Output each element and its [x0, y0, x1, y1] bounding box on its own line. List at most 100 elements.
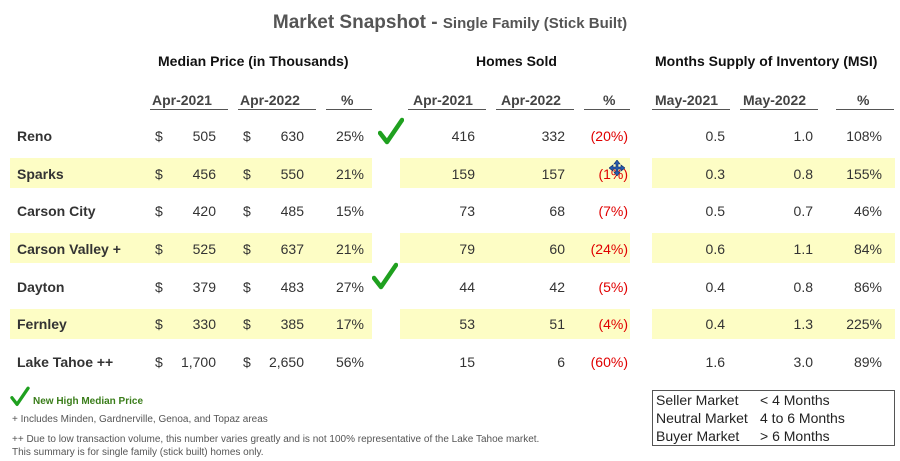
row-band — [400, 233, 630, 263]
sold-pct: (1%) — [598, 166, 628, 182]
note-plus: + Includes Minden, Gardnerville, Genoa, … — [12, 414, 268, 425]
currency-symbol: $ — [243, 354, 251, 370]
row-band — [10, 309, 372, 339]
legend-market-buyer: Buyer Market — [656, 428, 740, 444]
col-msi-pct: % — [857, 92, 870, 108]
market-legend — [652, 390, 895, 446]
city-name: Reno — [17, 128, 52, 144]
legend-range-neutral: 4 to 6 Months — [760, 410, 845, 426]
sold-2021: 73 — [459, 203, 475, 219]
currency-symbol: $ — [243, 203, 251, 219]
median-pct: 25% — [335, 128, 364, 144]
sold-2021: 44 — [459, 279, 475, 295]
sold-2021: 79 — [459, 241, 475, 257]
sold-2022: 60 — [549, 241, 565, 257]
city-name: Dayton — [17, 279, 65, 295]
msi-2022: 1.3 — [793, 316, 813, 332]
msi-2021: 0.6 — [705, 241, 725, 257]
row-band — [652, 233, 895, 263]
currency-symbol: $ — [243, 166, 251, 182]
note-plusplus: ++ Due to low transaction volume, this n… — [12, 434, 540, 445]
msi-pct: 108% — [846, 128, 882, 144]
underline — [326, 109, 372, 110]
msi-pct: 225% — [846, 316, 882, 332]
sold-pct: (60%) — [590, 354, 628, 370]
msi-2021: 0.4 — [705, 316, 725, 332]
sold-2021: 53 — [459, 316, 475, 332]
median-2021: 1,700 — [180, 354, 216, 370]
underline — [238, 109, 316, 110]
sold-2022: 157 — [541, 166, 565, 182]
section-median-price: Median Price (in Thousands) — [158, 53, 349, 69]
row-band — [400, 158, 630, 188]
section-homes-sold: Homes Sold — [476, 53, 557, 69]
currency-symbol: $ — [155, 241, 163, 257]
check-icon — [378, 117, 404, 145]
check-icon — [10, 386, 30, 406]
currency-symbol: $ — [155, 166, 163, 182]
msi-2022: 1.1 — [793, 241, 813, 257]
msi-2021: 0.4 — [705, 279, 725, 295]
median-2022: 485 — [280, 203, 304, 219]
sold-2021: 159 — [451, 166, 475, 182]
row-band — [10, 233, 372, 263]
msi-2022: 3.0 — [793, 354, 813, 370]
title-subtitle: Single Family (Stick Built) — [442, 15, 628, 32]
msi-pct: 46% — [853, 203, 882, 219]
sold-2022: 68 — [549, 203, 565, 219]
col-msi-2022: May-2022 — [743, 92, 807, 108]
msi-2021: 0.5 — [705, 128, 725, 144]
median-pct: 27% — [335, 279, 364, 295]
underline — [836, 109, 894, 110]
median-pct: 17% — [335, 316, 364, 332]
median-2022: 550 — [280, 166, 304, 182]
currency-symbol: $ — [155, 128, 163, 144]
median-pct: 56% — [335, 354, 364, 370]
underline — [496, 109, 574, 110]
legend-range-buyer: > 6 Months — [760, 428, 830, 444]
msi-2022: 0.8 — [793, 166, 813, 182]
currency-symbol: $ — [243, 279, 251, 295]
msi-pct: 84% — [853, 241, 882, 257]
currency-symbol: $ — [155, 316, 163, 332]
underline — [408, 109, 486, 110]
check-legend-label: New High Median Price — [33, 396, 144, 407]
median-2021: 330 — [192, 316, 216, 332]
msi-2022: 0.8 — [793, 279, 813, 295]
median-pct: 15% — [335, 203, 364, 219]
msi-pct: 86% — [853, 279, 882, 295]
sold-pct: (5%) — [598, 279, 628, 295]
city-name: Lake Tahoe ++ — [17, 354, 114, 370]
sold-pct: (20%) — [590, 128, 628, 144]
city-name: Sparks — [17, 166, 64, 182]
city-name: Fernley — [17, 316, 67, 332]
sold-2022: 332 — [541, 128, 565, 144]
row-band — [400, 309, 630, 339]
city-name: Carson Valley + — [17, 241, 121, 257]
city-name: Carson City — [17, 203, 96, 219]
legend-market-seller: Seller Market — [656, 392, 739, 408]
currency-symbol: $ — [243, 241, 251, 257]
legend-market-neutral: Neutral Market — [656, 410, 748, 426]
sold-2022: 42 — [549, 279, 565, 295]
col-sold-pct: % — [603, 92, 616, 108]
sold-pct: (7%) — [598, 203, 628, 219]
currency-symbol: $ — [155, 354, 163, 370]
median-pct: 21% — [335, 241, 364, 257]
move-cursor-icon — [608, 159, 626, 177]
median-2021: 525 — [192, 241, 216, 257]
msi-pct: 89% — [853, 354, 882, 370]
currency-symbol: $ — [243, 128, 251, 144]
page-title: Market Snapshot - Single Family (Stick B… — [0, 12, 900, 34]
median-2021: 420 — [192, 203, 216, 219]
median-2021: 505 — [192, 128, 216, 144]
msi-2022: 1.0 — [793, 128, 813, 144]
msi-2022: 0.7 — [793, 203, 813, 219]
underline — [584, 109, 630, 110]
underline — [150, 109, 228, 110]
sold-pct: (4%) — [598, 316, 628, 332]
col-median-2022: Apr-2022 — [240, 92, 300, 108]
msi-2021: 1.6 — [705, 354, 725, 370]
currency-symbol: $ — [155, 203, 163, 219]
legend-range-seller: < 4 Months — [760, 392, 830, 408]
